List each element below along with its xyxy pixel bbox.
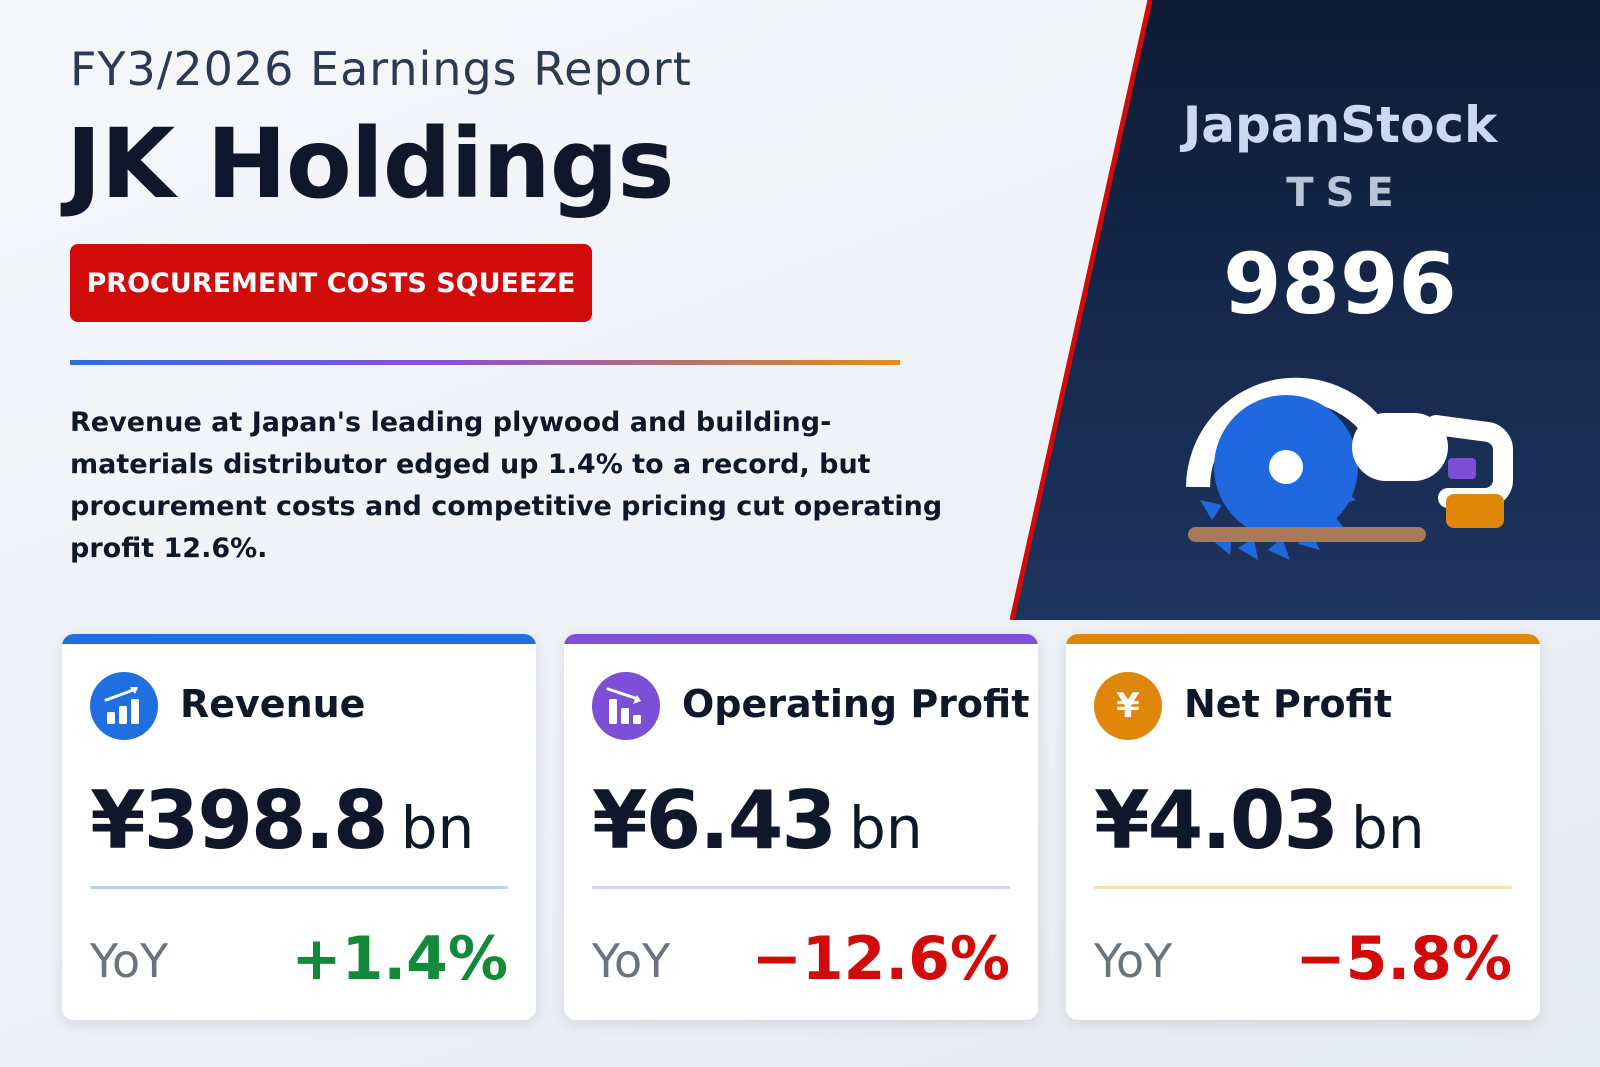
chart-up-icon: [90, 672, 158, 740]
card-accent-bar: [1066, 634, 1540, 644]
card-title: Net Profit: [1184, 682, 1392, 726]
chart-down-icon: [592, 672, 660, 740]
yoy-label: YoY: [592, 934, 671, 988]
tagline-badge: PROCUREMENT COSTS SQUEEZE: [70, 244, 592, 322]
ticker-code: 9896: [1223, 235, 1457, 333]
report-eyebrow: FY3/2026 Earnings Report: [70, 42, 692, 96]
net-profit-card: ¥ Net Profit ¥4.03 bn YoY −5.8%: [1066, 634, 1540, 1020]
operating-profit-card: Operating Profit ¥6.43 bn YoY −12.6%: [564, 634, 1038, 1020]
ticker-panel: JapanStock TSE 9896: [1009, 0, 1600, 620]
card-value-number: ¥398.8: [90, 774, 389, 867]
gradient-divider: [70, 360, 900, 365]
card-value: ¥4.03 bn: [1094, 774, 1425, 867]
card-value: ¥398.8 bn: [90, 774, 474, 867]
yen-glyph: ¥: [1116, 686, 1140, 726]
yoy-value: −12.6%: [751, 924, 1010, 994]
card-value-number: ¥6.43: [592, 774, 837, 867]
yoy-label: YoY: [90, 934, 169, 988]
yoy-label: YoY: [1094, 934, 1173, 988]
card-title: Revenue: [180, 682, 366, 726]
card-value-unit: bn: [1351, 794, 1425, 862]
company-name: JK Holdings: [66, 108, 675, 220]
yen-icon: ¥: [1094, 672, 1162, 740]
card-accent-bar: [62, 634, 536, 644]
card-title: Operating Profit: [682, 682, 1030, 726]
ticker-panel-background: [1009, 0, 1600, 620]
card-rule: [592, 886, 1010, 889]
card-rule: [90, 886, 508, 889]
revenue-card: Revenue ¥398.8 bn YoY +1.4%: [62, 634, 536, 1020]
card-value: ¥6.43 bn: [592, 774, 923, 867]
exchange-label: TSE: [1286, 170, 1406, 216]
circular-saw-icon: [1186, 377, 1513, 560]
yoy-value: +1.4%: [291, 924, 508, 994]
card-value-unit: bn: [400, 794, 475, 862]
summary-text: Revenue at Japan's leading plywood and b…: [70, 407, 943, 564]
card-value-number: ¥4.03: [1094, 774, 1339, 867]
card-rule: [1094, 886, 1512, 889]
card-value-unit: bn: [849, 794, 923, 862]
brand-name: JapanStock: [1182, 96, 1498, 154]
card-accent-bar: [564, 634, 1038, 644]
yoy-value: −5.8%: [1295, 924, 1512, 994]
